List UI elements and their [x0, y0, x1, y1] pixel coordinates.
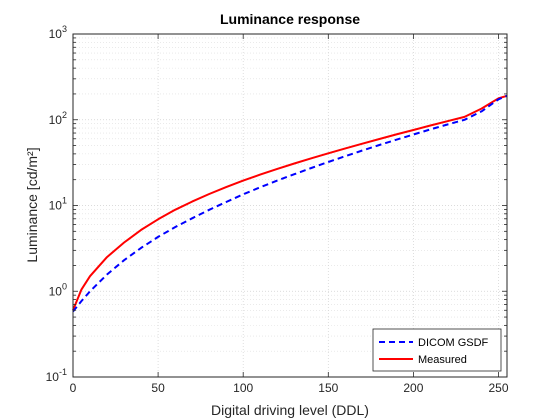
series-line-0	[72, 94, 508, 313]
axis-ticks	[72, 33, 507, 378]
x-tick-label: 200	[403, 381, 423, 395]
legend-box	[372, 328, 502, 372]
series-line-1	[72, 94, 508, 311]
legend-entry-1: Measured	[418, 354, 467, 366]
x-tick-label: 250	[488, 381, 508, 395]
series-layer	[72, 94, 508, 313]
chart-title: Luminance response	[220, 11, 360, 27]
x-tick-label: 50	[151, 381, 165, 395]
y-tick-label: 10-1	[46, 367, 67, 384]
tick-labels: 0 50 100 150 200 250 10-1 100 101 102 103	[46, 24, 509, 395]
legend-entry-0: DICOM GSDF	[418, 337, 489, 349]
y-tick-label: 102	[49, 110, 67, 127]
y-tick-label: 101	[49, 196, 67, 213]
x-tick-label: 150	[318, 381, 338, 395]
x-tick-label: 100	[233, 381, 253, 395]
minor-grid	[73, 37, 507, 352]
x-axis-label: Digital driving level (DDL)	[211, 402, 369, 418]
y-axis-label: Luminance [cd/m²]	[24, 147, 40, 262]
legend: DICOM GSDF Measured	[372, 328, 502, 372]
y-tick-label: 103	[49, 24, 67, 41]
x-tick-label: 0	[70, 381, 77, 395]
y-tick-label: 100	[49, 281, 67, 298]
